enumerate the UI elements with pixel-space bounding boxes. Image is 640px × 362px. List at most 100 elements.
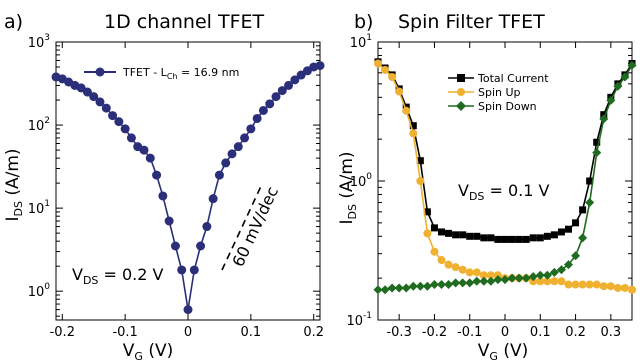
data-point: [501, 235, 509, 243]
data-point: [381, 65, 390, 74]
panel-b-axes: -0.3 -0.2 -0.1 0 0.1 0.2 0.3 10-1 100 101: [346, 33, 633, 340]
data-point: [444, 280, 454, 290]
panel-a-xlabel: VG (V): [123, 341, 173, 362]
data-point: [473, 232, 481, 240]
data-point: [409, 122, 417, 130]
x-tick-label: -0.2: [422, 325, 447, 340]
data-point: [290, 75, 300, 85]
data-point: [550, 231, 558, 239]
data-point: [564, 260, 573, 270]
data-point: [416, 177, 425, 185]
data-point: [452, 231, 460, 239]
data-point: [507, 273, 517, 283]
data-point: [89, 92, 99, 102]
data-point: [246, 124, 256, 134]
panel-a-vds-annotation: VDS = 0.2 V: [72, 265, 164, 287]
data-point: [445, 229, 453, 237]
y-tick-label: 102: [28, 116, 50, 134]
data-point: [592, 148, 602, 158]
data-point: [444, 260, 453, 269]
data-point: [240, 133, 250, 143]
data-point: [593, 138, 601, 146]
data-point: [556, 265, 566, 275]
data-point: [550, 277, 559, 286]
y-tick-label: 101: [28, 199, 50, 217]
data-point: [408, 281, 418, 291]
data-point: [430, 247, 439, 256]
y-tick-label: 100: [28, 282, 51, 300]
data-point: [380, 285, 390, 295]
x-tick-label: 0.1: [530, 325, 551, 340]
panel-a-label: a): [4, 11, 23, 33]
data-point: [536, 234, 544, 242]
panel-a-ylabel: IDS (A/m): [3, 148, 25, 221]
legend-label-total: Total Current: [477, 72, 549, 85]
x-tick-label: 0.2: [303, 325, 324, 340]
data-point: [585, 198, 595, 208]
data-point: [315, 61, 325, 71]
data-point: [613, 81, 623, 91]
data-point: [451, 278, 461, 288]
x-tick-label: 0.2: [565, 325, 586, 340]
data-point: [627, 60, 637, 70]
data-point: [535, 270, 545, 280]
data-point: [522, 235, 530, 243]
legend-marker-total: [457, 74, 465, 82]
legend-label-tfet: TFET - LCh = 16.9 nm: [122, 66, 239, 81]
data-point: [494, 235, 502, 243]
data-point: [564, 280, 573, 289]
data-point: [480, 234, 488, 242]
data-point: [565, 225, 572, 233]
data-point: [202, 222, 212, 232]
data-point: [422, 281, 432, 291]
data-point: [571, 280, 580, 289]
data-point: [208, 194, 218, 204]
data-point: [508, 235, 516, 243]
data-point: [265, 99, 275, 109]
panel-b-label: b): [354, 11, 373, 33]
data-point: [599, 114, 609, 124]
x-tick-label: 0.1: [241, 325, 262, 340]
data-point: [82, 87, 92, 97]
data-point: [196, 241, 206, 251]
data-point: [395, 87, 404, 96]
data-point: [543, 232, 551, 240]
data-point: [486, 276, 496, 286]
slope-annotation: 60 mV/dec: [228, 184, 282, 270]
data-point: [620, 72, 630, 82]
data-point: [415, 281, 425, 291]
data-point: [252, 113, 262, 123]
data-point: [139, 145, 149, 155]
legend-marker-tfet: [95, 67, 105, 77]
x-tick-label: 0: [501, 325, 509, 340]
data-point: [528, 272, 538, 282]
data-point: [592, 280, 601, 289]
data-point: [409, 129, 418, 138]
data-point: [620, 283, 629, 292]
data-point: [164, 216, 174, 226]
data-point: [613, 283, 622, 292]
data-point: [458, 265, 467, 274]
data-point: [572, 219, 580, 227]
panel-b-vds-annotation: VDS = 0.1 V: [458, 181, 550, 203]
data-point: [466, 232, 474, 240]
data-point: [429, 280, 439, 290]
data-point: [465, 268, 474, 277]
data-point: [152, 170, 162, 180]
data-point: [529, 277, 538, 286]
data-point: [101, 103, 111, 113]
data-point: [493, 275, 503, 285]
data-point: [472, 276, 482, 286]
panel-b: b) Spin Filter TFET -0.3 -0.2 -0.1 0 0.1 0.2 0…: [337, 11, 637, 362]
y-tick-label: 101: [350, 33, 372, 51]
data-point: [599, 282, 608, 291]
data-point: [606, 282, 615, 291]
data-point: [120, 124, 130, 134]
data-point: [373, 285, 383, 295]
data-point: [126, 133, 136, 143]
data-point: [529, 234, 537, 242]
data-point: [177, 265, 187, 275]
data-point: [579, 206, 587, 214]
data-point: [500, 275, 510, 285]
